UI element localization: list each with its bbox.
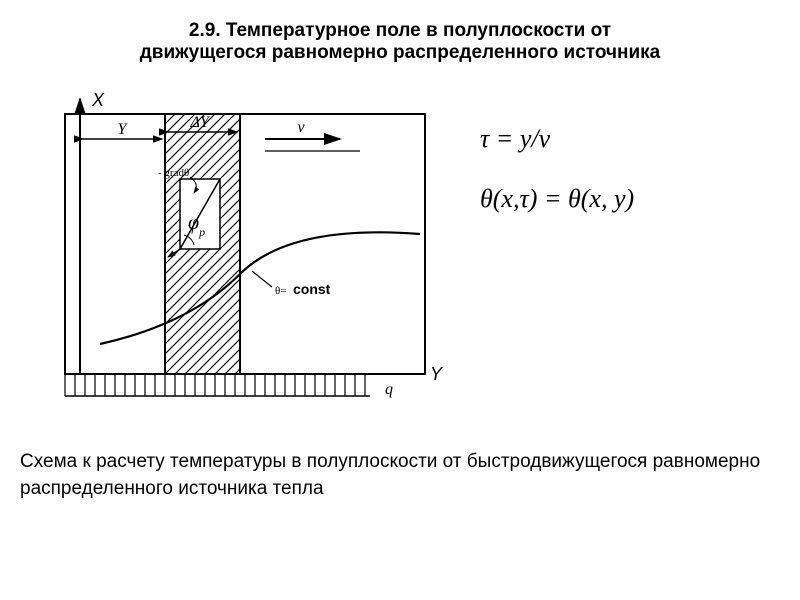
equation-tau: τ = y/v (480, 124, 634, 154)
svg-text:q: q (385, 381, 393, 398)
svg-text:ΔY: ΔY (190, 114, 211, 131)
svg-text:const: const (293, 281, 331, 297)
title-line2: движущегося равномерно распределенного и… (140, 42, 661, 63)
title: 2.9. Температурное поле в полуплоскости … (20, 20, 780, 64)
svg-text:Y: Y (430, 364, 444, 384)
content-row: XYYΔYν- gradθφpθ=constq τ = y/v θ(x,τ) =… (20, 84, 780, 429)
diagram: XYYΔYν- gradθφpθ=constq (20, 84, 460, 429)
svg-text:ν: ν (298, 119, 306, 136)
equation-theta: θ(x,τ) = θ(x, y) (480, 184, 634, 214)
svg-text:Y: Y (118, 121, 129, 138)
equations: τ = y/v θ(x,τ) = θ(x, y) (480, 84, 634, 244)
svg-text:- gradθ: - gradθ (158, 167, 189, 179)
svg-text:θ=: θ= (275, 285, 286, 297)
title-line1: 2.9. Температурное поле в полуплоскости … (189, 20, 611, 41)
caption: Схема к расчету температуры в полуплоско… (20, 449, 780, 502)
svg-text:X: X (91, 90, 105, 110)
